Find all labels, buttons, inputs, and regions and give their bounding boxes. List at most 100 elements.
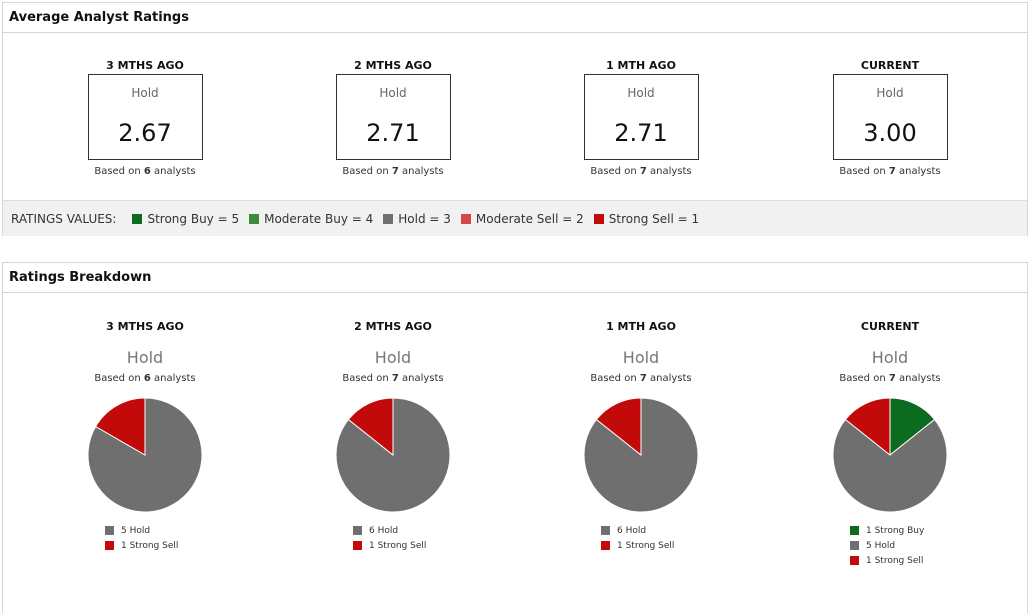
pie-chart (583, 397, 699, 513)
legend-item-strong-sell: Strong Sell = 1 (593, 211, 700, 226)
legend-label: 6 Hold (369, 525, 399, 536)
period-label: 2 MTHS AGO (354, 59, 432, 72)
rating-label: Hold (379, 86, 407, 100)
legend-label: 6 Hold (617, 525, 647, 536)
average-ratings-title: Average Analyst Ratings (3, 3, 1027, 33)
period-label: 1 MTH AGO (606, 320, 676, 333)
rating-box: Hold 2.71 (583, 74, 699, 160)
analyst-count: 6 (143, 373, 151, 384)
rating-label: Hold (131, 86, 159, 100)
legend-label: 1 Strong Sell (369, 540, 427, 551)
legend-label: Strong Buy = 5 (147, 211, 240, 226)
ratings-values-legend: RATINGS VALUES: Strong Buy = 5 Moderate … (3, 200, 1027, 236)
based-on-text: Based on 7 analysts (839, 166, 941, 177)
average-period-3mths: 3 MTHS AGO Hold 2.67 Based on 6 analysts (55, 59, 235, 177)
based-on-text: Based on 7 analysts (342, 373, 444, 384)
breakdown-period-3mths: 3 MTHS AGO Hold Based on 6 analysts 5 Ho… (55, 320, 235, 553)
analyst-count: 7 (888, 373, 896, 384)
legend-label: 1 Strong Sell (866, 555, 924, 566)
analyst-count: 7 (391, 373, 399, 384)
pie-legend-item: 6 Hold (601, 523, 731, 538)
consensus-rating: Hold (374, 348, 412, 367)
legend-item-moderate-buy: Moderate Buy = 4 (249, 212, 373, 226)
pie-slice-1-strong-sell (94, 397, 146, 456)
rating-label: Hold (627, 86, 655, 100)
legend-swatch (353, 526, 362, 535)
pie-legend: 6 Hold 1 Strong Sell (303, 523, 483, 553)
legend-label: Hold = 3 (398, 211, 451, 226)
consensus-rating: Hold (126, 348, 164, 367)
pie-legend-item: 1 Strong Sell (105, 538, 235, 553)
legend-swatch (249, 213, 260, 224)
average-period-2mths: 2 MTHS AGO Hold 2.71 Based on 7 analysts (303, 59, 483, 177)
pie-legend-item: 1 Strong Sell (353, 538, 483, 553)
pie-slice-6-hold (583, 397, 699, 513)
breakdown-period-current: CURRENT Hold Based on 7 analysts 1 Stron… (800, 320, 980, 568)
based-on-text: Based on 7 analysts (590, 166, 692, 177)
legend-swatch (353, 541, 362, 550)
pie-chart (87, 397, 203, 513)
rating-box: Hold 2.67 (87, 74, 203, 160)
analyst-count: 7 (639, 373, 647, 384)
pie-legend-item: 1 Strong Buy (850, 523, 980, 538)
legend-item-strong-buy: Strong Buy = 5 (132, 212, 239, 226)
legend-label: 5 Hold (866, 540, 896, 551)
pie-slice-5-hold (832, 418, 948, 513)
period-label: CURRENT (860, 320, 920, 333)
legend-swatch (460, 213, 471, 224)
based-on-text: Based on 7 analysts (590, 373, 692, 384)
analyst-count: 7 (888, 166, 896, 177)
pie-legend-item: 1 Strong Sell (601, 538, 731, 553)
based-on-text: Based on 7 analysts (839, 373, 941, 384)
based-on-text: Based on 6 analysts (94, 373, 196, 384)
legend-label: 1 Strong Sell (121, 540, 179, 551)
pie-slice-6-hold (335, 397, 451, 513)
pie-legend: 6 Hold 1 Strong Sell (551, 523, 731, 553)
legend-swatch (105, 541, 114, 550)
rating-value: 3.00 (863, 119, 917, 147)
ratings-breakdown-title: Ratings Breakdown (3, 263, 1027, 293)
legend-label: 5 Hold (121, 525, 151, 536)
pie-legend-item: 1 Strong Sell (850, 553, 980, 568)
legend-label: 1 Strong Sell (617, 540, 675, 551)
pie-legend: 1 Strong Buy 5 Hold 1 Strong Sell (800, 523, 980, 568)
based-on-text: Based on 6 analysts (94, 166, 196, 177)
legend-swatch (601, 541, 610, 550)
pie-chart (335, 397, 451, 513)
pie-legend-item: 5 Hold (850, 538, 980, 553)
pie-legend-item: 5 Hold (105, 523, 235, 538)
analyst-count: 6 (143, 166, 151, 177)
legend-label: Moderate Sell = 2 (475, 211, 584, 226)
consensus-rating: Hold (871, 348, 909, 367)
rating-value: 2.67 (118, 119, 172, 147)
period-label: 3 MTHS AGO (106, 320, 184, 333)
legend-label: 1 Strong Buy (866, 525, 925, 536)
consensus-rating: Hold (622, 348, 660, 367)
pie-slice-1-strong-sell (844, 397, 891, 457)
legend-item-hold: Hold = 3 (383, 212, 451, 226)
average-period-1mth: 1 MTH AGO Hold 2.71 Based on 7 analysts (551, 59, 731, 177)
legend-swatch (850, 556, 859, 565)
period-label: 2 MTHS AGO (354, 320, 432, 333)
pie-slice-1-strong-buy (889, 397, 936, 457)
rating-box: Hold 2.71 (335, 74, 451, 160)
pie-slice-1-strong-sell (347, 397, 394, 457)
legend-swatch (850, 541, 859, 550)
legend-swatch (850, 526, 859, 535)
rating-value: 2.71 (614, 119, 668, 147)
breakdown-period-1mth: 1 MTH AGO Hold Based on 7 analysts 6 Hol… (551, 320, 731, 553)
pie-slice-1-strong-sell (595, 397, 642, 457)
analyst-count: 7 (391, 166, 399, 177)
pie-chart (832, 397, 948, 513)
legend-label: Moderate Buy = 4 (264, 211, 374, 226)
analyst-count: 7 (639, 166, 647, 177)
rating-label: Hold (876, 86, 904, 100)
average-period-current: CURRENT Hold 3.00 Based on 7 analysts (800, 59, 980, 177)
pie-legend-item: 6 Hold (353, 523, 483, 538)
legend-label: Strong Sell = 1 (608, 211, 700, 226)
rating-box: Hold 3.00 (832, 74, 948, 160)
period-label: 3 MTHS AGO (106, 59, 184, 72)
legend-item-moderate-sell: Moderate Sell = 2 (460, 211, 584, 226)
rating-value: 2.71 (366, 119, 420, 147)
pie-legend: 5 Hold 1 Strong Sell (55, 523, 235, 553)
